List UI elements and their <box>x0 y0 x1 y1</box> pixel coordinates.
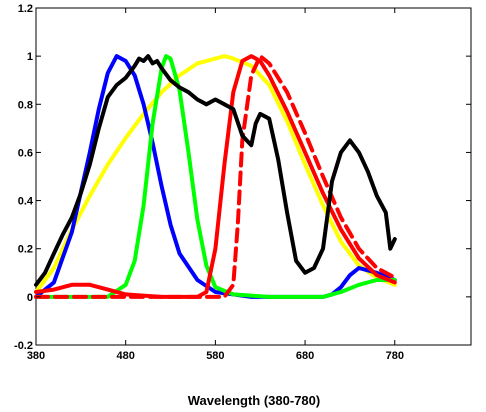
y-tick-label: 0.6 <box>18 147 33 159</box>
series-line-2 <box>34 54 397 299</box>
y-tick-label: 0.4 <box>18 196 34 208</box>
y-tick-label: 1.2 <box>18 3 33 15</box>
x-tick-label: 680 <box>296 350 314 362</box>
y-tick-label: 0.8 <box>18 99 33 111</box>
x-tick-label: 480 <box>117 350 135 362</box>
x-tick-label: 580 <box>206 350 224 362</box>
x-axis-title: Wavelength (380-780) <box>188 393 320 408</box>
y-tick-label: -0.2 <box>14 340 33 352</box>
y-tick-label: 0 <box>27 292 33 304</box>
axis-layer: -0.2 0 0.2 0.4 0.6 0.8 1 1.2 380 480 580 680 780 <box>14 3 471 362</box>
x-tick-label: 780 <box>386 350 404 362</box>
series-line-6 <box>34 54 397 287</box>
series-layer <box>34 54 397 299</box>
series-line-5 <box>34 54 397 299</box>
series-line-1 <box>34 54 397 294</box>
y-tick-label: 0.2 <box>18 244 33 256</box>
series-line-3 <box>34 54 397 299</box>
y-tick-label: 1 <box>27 51 33 63</box>
x-tick-label: 380 <box>27 350 45 362</box>
